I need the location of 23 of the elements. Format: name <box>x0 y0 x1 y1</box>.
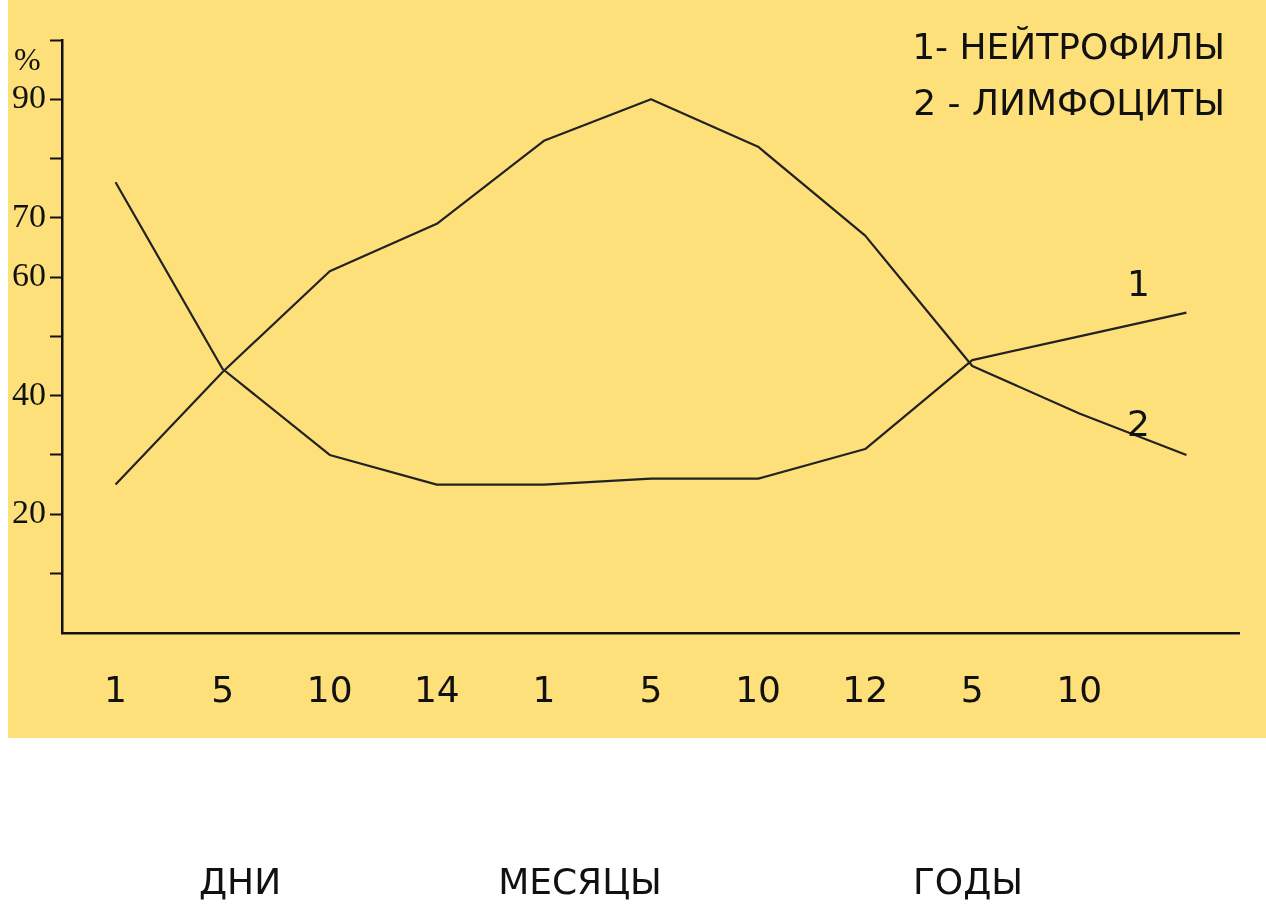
annotation: 1- НЕЙТРОФИЛЫ <box>912 26 1225 68</box>
x-tick-label: 12 <box>842 668 889 710</box>
text: ГОДЫ <box>912 861 1024 903</box>
x-tick-label: 10 <box>1056 668 1103 710</box>
y-tick-label: 40 <box>12 374 46 412</box>
series-label: 2 <box>1127 403 1150 445</box>
x-tick-label: 5 <box>639 668 663 710</box>
y-axis-title: % <box>14 41 41 78</box>
series-label: 1 <box>1127 263 1150 305</box>
x-tick-label: 1 <box>104 668 127 710</box>
x-tick-label: 1 <box>532 668 556 710</box>
text: МЕСЯЦЫ <box>498 861 662 903</box>
y-tick-label: 90 <box>12 78 46 116</box>
y-tick-label: 70 <box>12 196 46 234</box>
x-tick-label: 10 <box>306 668 353 710</box>
x-tick-label: 10 <box>735 668 781 710</box>
x-tick-label: 14 <box>413 668 460 710</box>
y-tick-label: 60 <box>12 256 46 294</box>
annotation: 2 - ЛИМФОЦИТЫ <box>913 82 1225 124</box>
text: ДНИ <box>198 861 282 903</box>
y-tick-label: 20 <box>12 493 46 531</box>
x-tick-label: 5 <box>960 668 984 710</box>
x-tick-label: 5 <box>211 668 235 710</box>
